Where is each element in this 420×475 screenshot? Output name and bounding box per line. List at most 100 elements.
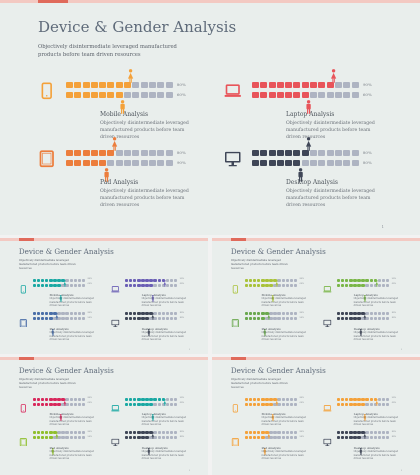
female-bar-row [124, 278, 178, 282]
bar-cell [66, 92, 73, 98]
female-marker-icon [111, 136, 118, 155]
female-bar-row [32, 397, 86, 401]
bar-cell [44, 431, 49, 435]
bar-cell [281, 278, 285, 282]
bar-cell [165, 82, 173, 88]
male-bar-row [66, 92, 173, 98]
male-percentage: 80% [391, 316, 397, 319]
female-percentage: 80% [176, 81, 186, 87]
bar-cell [252, 402, 257, 406]
male-percentage: 60% [391, 402, 397, 405]
male-marker-icon [271, 287, 275, 306]
slide-thumbnail[interactable]: Device & Gender Analysis Objectively disi… [0, 0, 420, 235]
panel-laptop-analysis: 90% 60% Laptop Analysis Objectively disinte… [224, 68, 404, 150]
bar-cell [66, 150, 73, 156]
bar-cell [65, 312, 69, 316]
bar-cell [141, 317, 145, 321]
panel-title: Mobile Analysis [261, 411, 286, 416]
bar-cell [252, 283, 257, 287]
slide-thumbnail[interactable]: Device & Gender Analysis Objectively disi… [212, 238, 420, 354]
bar-cell [289, 431, 294, 435]
page-title: Device & Gender Analysis [18, 365, 114, 375]
panel-description: Objectively disintermediate leveraged ma… [261, 297, 306, 308]
bar-cell [244, 431, 249, 435]
male-bar-row [32, 283, 86, 287]
bar-cell [137, 397, 141, 401]
panel-title: Mobile Analysis [49, 292, 74, 297]
female-percentage: 80% [179, 431, 185, 434]
bar-cell [265, 436, 269, 440]
male-marker-icon [59, 287, 63, 306]
bar-cell [132, 436, 137, 440]
bar-cell [173, 397, 178, 401]
bar-cell [153, 402, 157, 406]
bar-cell [269, 436, 273, 440]
bar-cell [373, 278, 378, 282]
bar-cell [336, 397, 341, 401]
bar-cell [273, 278, 277, 282]
male-percentage: 60% [179, 402, 185, 405]
male-marker-icon [119, 99, 126, 118]
page-number: 1 [381, 224, 384, 229]
bar-cell [260, 160, 268, 166]
bar-cell [361, 317, 365, 321]
male-marker-icon [359, 321, 363, 340]
bar-cell [82, 92, 90, 98]
male-bar-row [124, 283, 178, 287]
bar-cell [361, 278, 365, 282]
bar-cell [40, 436, 45, 440]
bar-cell [373, 431, 378, 435]
bar-cell [381, 397, 386, 401]
bar-cell [281, 431, 285, 435]
bar-cell [353, 431, 357, 435]
panel-description: Objectively disintermediate leveraged ma… [353, 297, 399, 308]
slide-thumbnail[interactable]: Device & Gender Analysis Objectively disi… [0, 238, 208, 354]
bar-cell [141, 283, 145, 287]
bar-cell [157, 436, 161, 440]
bar-cell [132, 92, 140, 98]
female-bar-row [66, 82, 173, 88]
bar-cell [73, 317, 78, 321]
bar-cell [169, 436, 174, 440]
bar-cell [90, 82, 98, 88]
male-marker-icon [103, 167, 110, 186]
bar-cell [269, 317, 273, 321]
male-bar-row [124, 436, 178, 440]
bar-cell [40, 283, 45, 287]
bar-cell [124, 92, 132, 98]
bar-cell [49, 397, 53, 401]
bar-cell [344, 431, 349, 435]
bar-cell [385, 397, 390, 401]
slide-thumbnail[interactable]: Device & Gender Analysis Objectively disi… [212, 357, 420, 475]
bar-cell [293, 402, 298, 406]
bar-cell [128, 312, 133, 316]
slide-thumbnail[interactable]: Device & Gender Analysis Objectively disi… [0, 357, 208, 475]
bar-cell [73, 402, 78, 406]
bar-cell [248, 278, 253, 282]
bar-cell [285, 397, 290, 401]
female-percentage: 80% [179, 312, 185, 315]
bar-cell [381, 402, 386, 406]
bar-cell [141, 402, 145, 406]
panel-mobile-analysis: 80% 60% Mobile Analysis Objectively disinte… [231, 397, 320, 432]
bar-cell [145, 436, 149, 440]
male-bar-row [32, 317, 86, 321]
bar-cell [157, 160, 165, 166]
bar-cell [165, 397, 170, 401]
bar-cell [53, 278, 57, 282]
bar-cell [377, 283, 382, 287]
male-bar-row [336, 402, 390, 406]
bar-cell [310, 160, 318, 166]
panel-description: Objectively disintermediate leveraged ma… [49, 416, 94, 427]
female-percentage: 90% [391, 278, 397, 281]
panel-desktop-analysis: 80% 80% Desktop Analysis Objectively disint… [111, 311, 200, 346]
bar-cell [53, 312, 57, 316]
desktop-icon [323, 312, 332, 331]
panel-description: Objectively disintermediate leveraged ma… [353, 416, 399, 427]
female-bar-row [336, 312, 390, 316]
bar-cell [273, 402, 277, 406]
slide-top-border [212, 357, 420, 360]
female-percentage: 80% [391, 431, 397, 434]
panel-laptop-analysis: 90% 60% Laptop Analysis Objectively disinte… [111, 397, 200, 432]
bar-cell [61, 436, 65, 440]
